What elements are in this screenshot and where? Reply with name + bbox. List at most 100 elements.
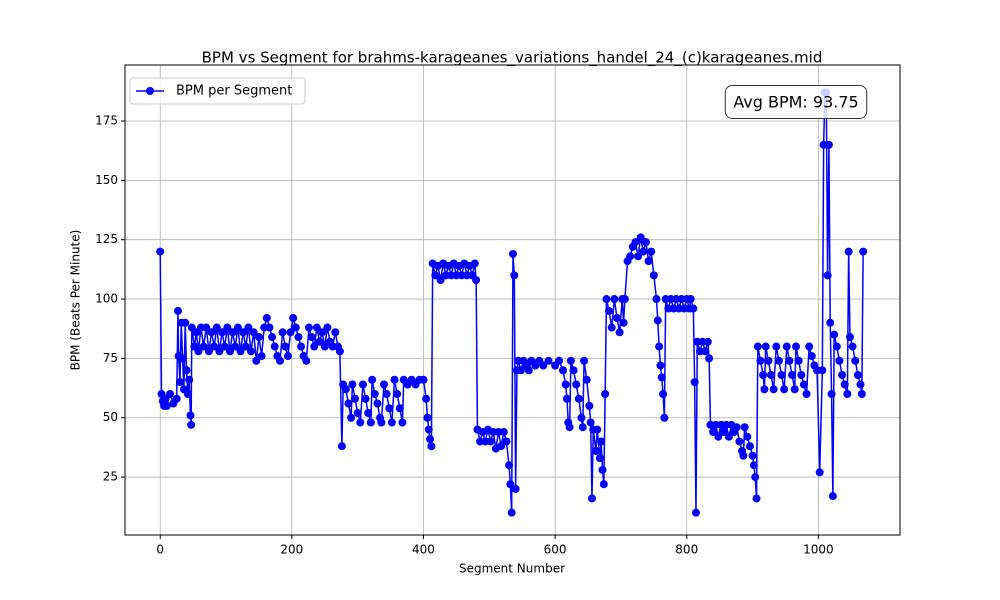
data-point	[395, 404, 404, 413]
x-axis-label: Segment Number	[459, 562, 565, 576]
data-point	[780, 385, 789, 394]
data-point	[835, 356, 844, 365]
data-point	[769, 385, 778, 394]
data-point	[774, 356, 783, 365]
x-tick-label: 1000	[803, 543, 834, 557]
data-point	[772, 342, 781, 351]
data-point	[828, 492, 837, 501]
data-point	[265, 323, 274, 332]
data-point	[347, 413, 356, 422]
data-point	[356, 418, 365, 427]
data-point	[610, 295, 619, 304]
data-point	[802, 390, 811, 398]
data-point	[585, 401, 594, 410]
data-point	[239, 328, 248, 337]
data-point	[366, 418, 375, 427]
y-tick-label: 25	[103, 470, 118, 484]
data-point	[507, 508, 516, 517]
data-point	[291, 323, 300, 332]
data-point	[599, 480, 608, 489]
data-point	[262, 314, 271, 323]
data-point	[281, 342, 290, 351]
data-point	[422, 394, 431, 403]
data-point	[431, 271, 440, 280]
data-point	[655, 342, 664, 351]
data-point	[593, 425, 602, 434]
data-point	[562, 394, 571, 403]
data-point	[283, 352, 292, 361]
data-point	[499, 427, 508, 436]
data-point	[851, 356, 860, 365]
data-point	[187, 420, 196, 429]
data-point	[631, 238, 640, 247]
data-point	[302, 356, 311, 365]
data-point	[748, 451, 757, 460]
data-point	[156, 247, 165, 256]
data-point	[294, 333, 303, 342]
data-point	[162, 401, 171, 410]
data-point	[231, 342, 240, 351]
data-point	[724, 432, 733, 441]
data-point	[794, 356, 803, 365]
data-point	[204, 347, 213, 356]
data-point	[310, 342, 319, 351]
data-point	[652, 295, 661, 304]
data-point	[782, 342, 791, 351]
data-point	[686, 295, 695, 304]
data-point	[419, 375, 428, 384]
data-line	[159, 91, 864, 513]
data-point	[749, 461, 758, 470]
data-point	[761, 342, 770, 351]
data-point	[539, 361, 548, 370]
data-point	[210, 342, 219, 351]
data-point	[486, 437, 495, 446]
data-point	[318, 328, 327, 337]
data-point	[212, 323, 221, 332]
data-point	[577, 413, 586, 422]
legend-box	[129, 77, 306, 105]
data-point	[751, 473, 760, 482]
data-point	[220, 342, 229, 351]
data-point	[856, 380, 865, 389]
data-point	[278, 328, 287, 337]
data-point	[777, 371, 786, 380]
data-point	[194, 347, 203, 356]
data-point	[595, 454, 604, 463]
annotation: Avg BPM: 93.75	[733, 93, 858, 112]
x-tick-label: 0	[156, 543, 164, 557]
data-point	[626, 252, 635, 261]
data-point	[656, 361, 665, 370]
data-point	[183, 390, 192, 398]
data-point	[424, 425, 433, 434]
data-point	[225, 347, 234, 356]
data-point	[602, 295, 611, 304]
data-point	[691, 508, 700, 517]
data-point	[641, 238, 650, 247]
data-point	[760, 385, 769, 394]
data-point	[297, 342, 306, 351]
data-point	[254, 333, 263, 342]
data-point	[644, 257, 653, 266]
data-point	[382, 390, 391, 398]
data-point	[753, 342, 762, 351]
data-point	[735, 437, 744, 446]
data-point	[286, 328, 295, 337]
data-point	[516, 366, 525, 375]
data-point	[790, 385, 799, 394]
chart-title: BPM vs Segment for brahms-karageanes_var…	[202, 49, 823, 68]
data-point	[385, 404, 394, 413]
data-point	[799, 380, 808, 389]
data-point	[244, 323, 253, 332]
data-point	[335, 347, 344, 356]
data-point	[634, 252, 643, 261]
data-point	[766, 371, 775, 380]
data-point	[252, 356, 261, 365]
data-point	[423, 413, 432, 422]
data-point	[472, 276, 481, 285]
data-point	[505, 461, 514, 470]
y-tick-label: 50	[103, 410, 118, 424]
data-point	[508, 249, 517, 258]
data-point	[732, 423, 741, 432]
data-point	[815, 468, 824, 477]
